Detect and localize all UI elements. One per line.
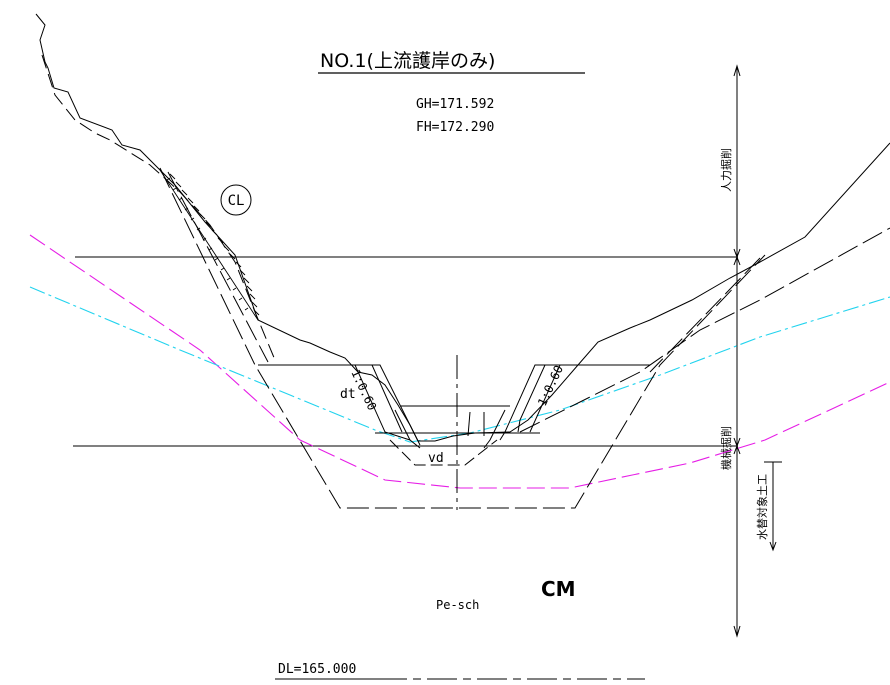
formation-height-label: FH=172.290 <box>416 120 494 135</box>
cl-circle <box>220 184 252 216</box>
right-retaining-wall <box>499 364 650 441</box>
pe-sch-label: Pe-sch <box>436 598 479 612</box>
excavation-slope-left-2 <box>167 171 269 363</box>
replace-arrow-bottom-icon <box>769 541 777 552</box>
cm-label: CM <box>541 577 576 601</box>
riprap-hatch <box>159 169 260 321</box>
vd-label: vd <box>428 451 444 466</box>
excavation-slope-right-2 <box>649 257 761 373</box>
dt-label: dt <box>340 387 356 402</box>
manual-excavation-label: 人力掘削 <box>719 148 733 192</box>
cl-label: CL <box>228 193 245 209</box>
cyan-dashdot-curve <box>29 286 890 443</box>
slope-right-label: 1:0.60 <box>535 363 566 408</box>
existing-ground-line <box>35 13 890 442</box>
ground-height-label: GH=171.592 <box>416 97 494 112</box>
excavation-outline-left <box>159 167 766 509</box>
left-retaining-wall <box>258 364 421 446</box>
magenta-dashed-curve <box>29 234 890 489</box>
channel-bottom-dashed <box>389 439 498 466</box>
arrow-lower-down-icon <box>733 444 741 455</box>
right-dashed-ground <box>519 227 890 433</box>
original-ground-dashed <box>41 54 276 361</box>
arrow-top-icon <box>733 64 741 77</box>
arrow-mid-down-icon <box>733 255 741 266</box>
arrow-bottom-icon <box>733 625 741 638</box>
datum-label: DL=165.000 <box>278 662 356 677</box>
section-title: NO.1(上流護岸のみ) <box>320 50 495 72</box>
dewatering-earthwork-label: 水替対象土工 <box>755 474 769 540</box>
machine-excavation-label: 機械掘削 <box>719 426 733 470</box>
